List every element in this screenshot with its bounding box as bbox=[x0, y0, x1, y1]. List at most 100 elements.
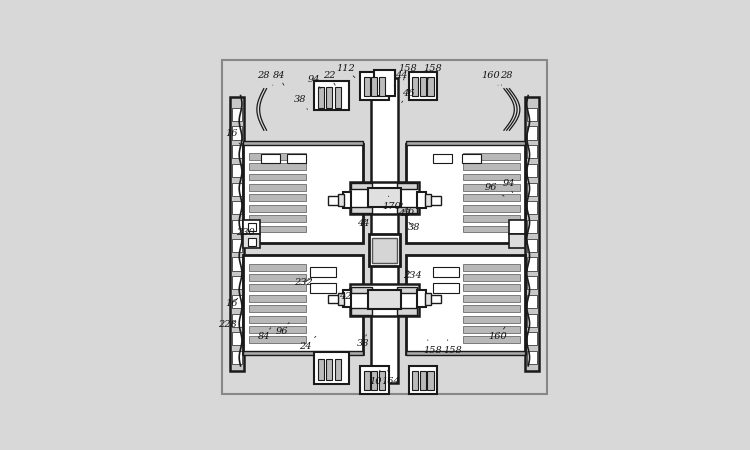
Bar bbox=[335, 87, 341, 108]
Bar bbox=[412, 77, 419, 96]
Text: 158: 158 bbox=[423, 340, 442, 355]
Bar bbox=[243, 140, 363, 145]
Bar bbox=[243, 255, 363, 354]
Bar bbox=[463, 194, 520, 201]
Bar bbox=[248, 284, 306, 291]
Text: 94: 94 bbox=[503, 180, 515, 193]
Bar bbox=[338, 194, 344, 207]
Bar bbox=[527, 220, 537, 233]
Bar bbox=[360, 366, 388, 394]
Bar bbox=[527, 108, 537, 121]
Bar bbox=[374, 70, 394, 95]
Bar bbox=[527, 257, 537, 270]
Bar bbox=[248, 223, 256, 231]
Bar bbox=[243, 351, 363, 356]
Bar bbox=[248, 274, 306, 281]
Bar bbox=[232, 314, 242, 327]
Bar bbox=[463, 163, 520, 170]
Text: 84: 84 bbox=[272, 72, 285, 85]
Bar bbox=[427, 371, 433, 390]
Bar bbox=[463, 305, 520, 312]
Bar bbox=[232, 183, 242, 196]
Bar bbox=[369, 234, 400, 266]
Text: 158: 158 bbox=[443, 340, 462, 355]
Bar bbox=[314, 81, 349, 110]
Bar bbox=[371, 77, 377, 96]
Bar bbox=[326, 87, 332, 108]
Text: 16: 16 bbox=[225, 129, 240, 144]
Bar bbox=[287, 154, 307, 163]
Bar bbox=[248, 194, 306, 201]
Bar bbox=[527, 126, 537, 140]
Bar bbox=[406, 351, 526, 356]
Bar bbox=[232, 220, 242, 233]
Bar bbox=[527, 314, 537, 327]
Bar bbox=[352, 287, 372, 293]
Bar bbox=[352, 207, 372, 213]
Bar bbox=[409, 366, 437, 394]
Bar bbox=[350, 182, 419, 214]
Text: 230: 230 bbox=[236, 228, 254, 237]
Bar bbox=[525, 97, 538, 371]
Text: 42: 42 bbox=[339, 288, 352, 301]
Bar bbox=[527, 183, 537, 196]
Bar bbox=[463, 295, 520, 302]
Text: 170: 170 bbox=[382, 196, 401, 211]
Bar bbox=[352, 183, 372, 189]
Text: 46: 46 bbox=[402, 90, 414, 103]
Bar bbox=[314, 352, 349, 384]
Text: 24: 24 bbox=[299, 337, 316, 351]
Bar bbox=[527, 201, 537, 215]
Text: 160: 160 bbox=[489, 327, 508, 341]
Bar bbox=[318, 87, 324, 108]
Bar bbox=[328, 196, 339, 205]
Bar bbox=[243, 144, 363, 243]
Bar bbox=[379, 371, 385, 390]
Bar bbox=[248, 264, 306, 270]
Bar bbox=[232, 257, 242, 270]
Bar bbox=[248, 153, 306, 160]
Bar bbox=[417, 192, 426, 208]
Bar bbox=[406, 140, 526, 145]
Bar bbox=[248, 163, 306, 170]
Bar bbox=[409, 72, 437, 100]
Bar bbox=[261, 154, 280, 163]
Bar bbox=[343, 192, 352, 208]
Bar bbox=[463, 315, 520, 323]
Bar bbox=[430, 295, 440, 303]
Bar bbox=[527, 276, 537, 289]
Bar bbox=[368, 188, 401, 207]
Bar bbox=[232, 351, 242, 364]
Bar bbox=[527, 238, 537, 252]
Bar bbox=[350, 284, 419, 315]
Text: 38: 38 bbox=[407, 222, 420, 232]
Bar bbox=[463, 274, 520, 281]
Text: 228: 228 bbox=[218, 320, 237, 329]
Bar bbox=[397, 287, 417, 293]
Bar bbox=[462, 154, 482, 163]
Bar bbox=[397, 183, 417, 189]
Text: 46: 46 bbox=[402, 203, 414, 216]
Bar bbox=[433, 267, 459, 278]
Text: 158: 158 bbox=[423, 64, 442, 80]
Text: 44: 44 bbox=[394, 72, 407, 85]
Bar bbox=[427, 77, 433, 96]
Bar bbox=[425, 293, 431, 305]
Bar bbox=[232, 126, 242, 140]
Bar bbox=[232, 164, 242, 177]
Bar bbox=[463, 205, 520, 211]
Bar bbox=[463, 337, 520, 343]
Bar bbox=[420, 77, 426, 96]
Bar bbox=[463, 264, 520, 270]
Bar bbox=[248, 326, 306, 333]
Bar bbox=[232, 238, 242, 252]
Bar bbox=[397, 207, 417, 213]
Text: 158: 158 bbox=[398, 64, 417, 80]
Text: 10: 10 bbox=[370, 370, 382, 386]
Bar bbox=[433, 283, 459, 293]
Bar bbox=[232, 145, 242, 158]
Bar bbox=[364, 371, 370, 390]
Bar bbox=[527, 164, 537, 177]
Bar bbox=[406, 255, 526, 354]
Text: 164: 164 bbox=[381, 370, 400, 386]
